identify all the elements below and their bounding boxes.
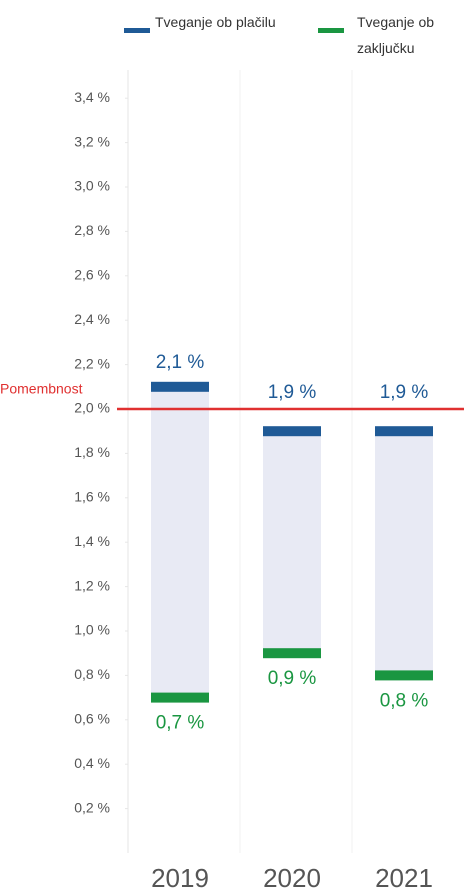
data-label: 1,9 %	[380, 382, 429, 403]
y-tick-label: 1,6 %	[74, 489, 110, 505]
y-tick-label: 0,4 %	[74, 755, 110, 771]
y-tick-label: 0,2 %	[74, 799, 110, 815]
y-tick-label: 2,2 %	[74, 355, 110, 371]
y-tick-label: 0,8 %	[74, 666, 110, 682]
high-marker	[151, 381, 209, 392]
legend-label: Tveganje ob zaključku	[357, 14, 435, 56]
x-tick-label: 2021	[375, 863, 433, 893]
high-marker	[263, 426, 321, 437]
y-tick-label: 0,6 %	[74, 711, 110, 727]
y-tick-label: 3,0 %	[74, 178, 110, 194]
range-bar	[151, 386, 209, 698]
x-tick-label: 2020	[263, 863, 321, 893]
legend-swatch	[124, 28, 150, 33]
y-tick-label: 3,4 %	[74, 89, 110, 105]
y-tick-label: 2,6 %	[74, 267, 110, 283]
x-tick-label: 2019	[151, 863, 209, 893]
range-bar	[375, 431, 433, 676]
data-label: 1,9 %	[268, 382, 317, 403]
legend-swatch	[318, 28, 344, 33]
y-tick-label: 1,0 %	[74, 622, 110, 638]
low-marker	[375, 670, 433, 681]
low-marker	[263, 648, 321, 659]
data-label: 0,9 %	[268, 668, 317, 689]
y-tick-label: 1,8 %	[74, 444, 110, 460]
low-marker	[151, 692, 209, 703]
data-label: 0,7 %	[156, 713, 205, 734]
range-bar	[263, 431, 321, 654]
data-label: 0,8 %	[380, 690, 429, 711]
y-tick-label: 1,2 %	[74, 577, 110, 593]
y-tick-label: 2,0 %	[74, 400, 110, 416]
high-marker	[375, 426, 433, 437]
y-tick-label: 3,2 %	[74, 133, 110, 149]
data-label: 2,1 %	[156, 352, 205, 373]
y-tick-label: 1,4 %	[74, 533, 110, 549]
y-tick-label: 2,8 %	[74, 222, 110, 238]
legend-label: Tveganje ob plačilu	[155, 14, 276, 30]
y-tick-label: 2,4 %	[74, 311, 110, 327]
reference-label: Pomembnost	[0, 381, 83, 397]
